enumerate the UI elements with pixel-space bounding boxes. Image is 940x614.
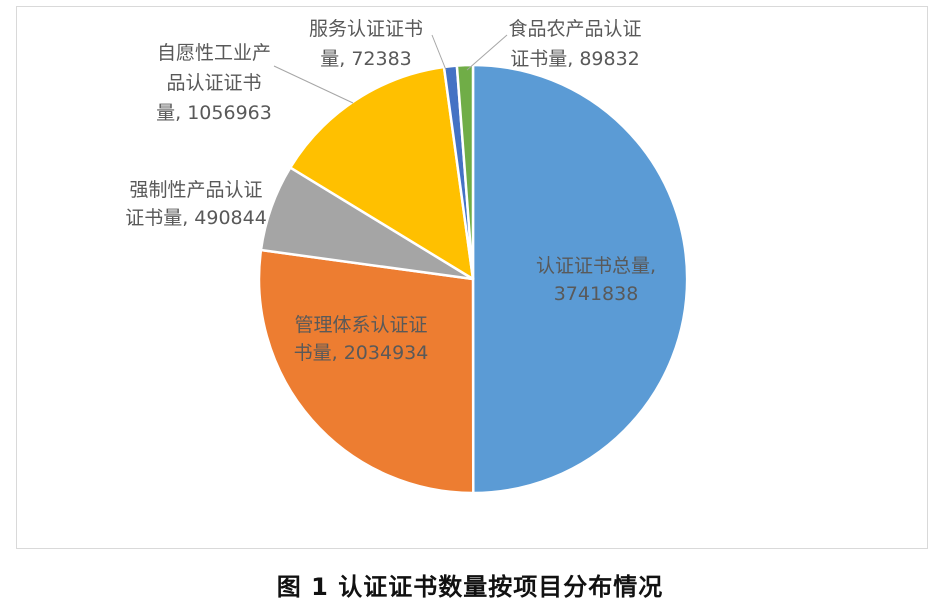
leader-line: [273, 65, 354, 104]
slice-label: 认证证书总量, 3741838: [536, 255, 656, 305]
leader-line: [431, 34, 447, 71]
pie-slice: [289, 65, 475, 281]
slice-label: 食品农产品认证证书量, 89832: [508, 18, 641, 70]
slice-label: 服务认证证书量, 72383: [309, 18, 423, 70]
leader-line: [466, 34, 508, 71]
pie-slice: [471, 63, 689, 495]
slice-label: 管理体系认证证书量, 2034934: [294, 314, 429, 364]
figure-caption: 图 1 认证证书数量按项目分布情况: [276, 573, 664, 601]
slice-label: 自愿性工业产品认证证书量, 1056963: [156, 42, 272, 124]
slice-label: 强制性产品认证证书量, 490844: [125, 179, 267, 229]
pie-slice: [257, 248, 475, 495]
